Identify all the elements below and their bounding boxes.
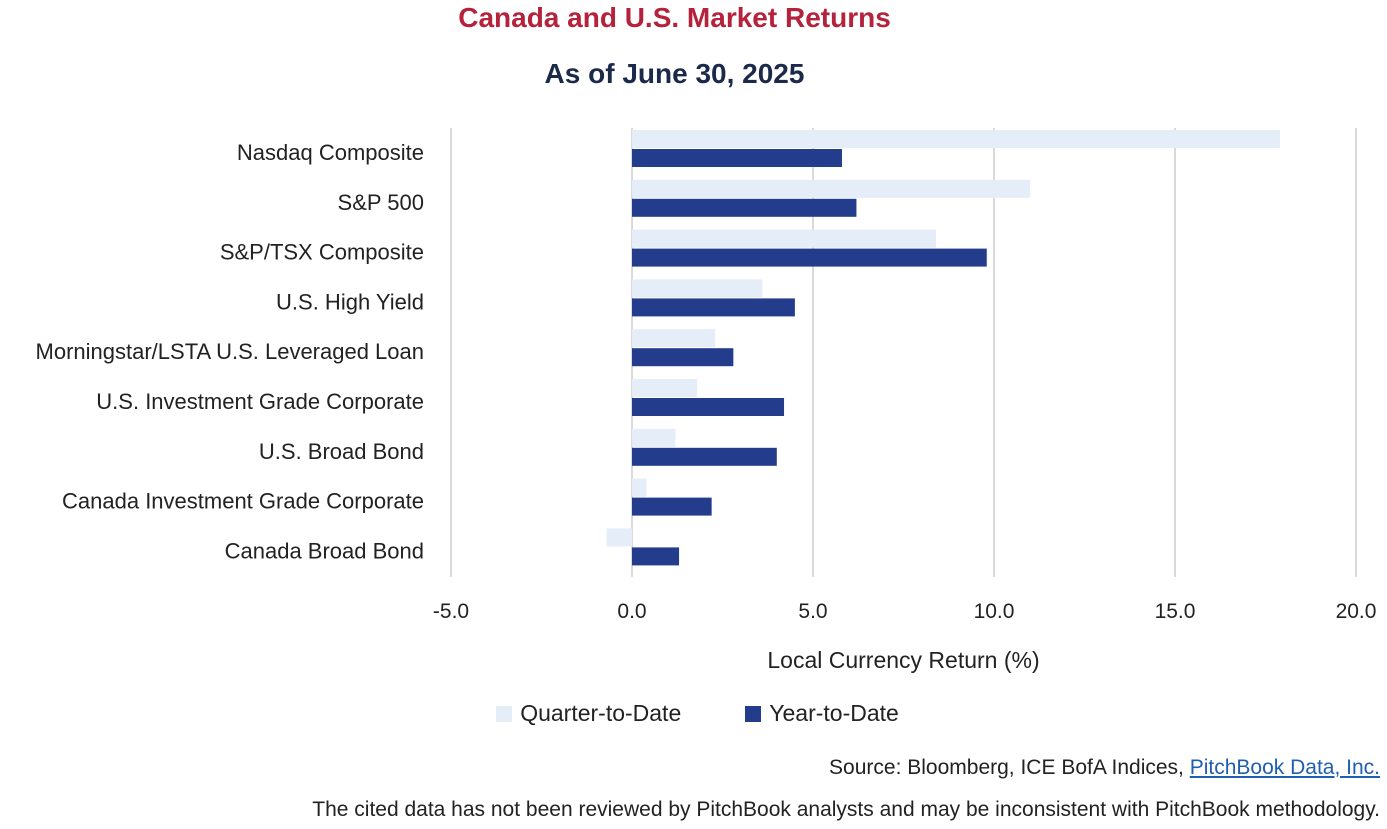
category-label-8: Canada Broad Bond: [225, 538, 424, 563]
legend: Quarter-to-Date Year-to-Date: [0, 700, 1387, 727]
bar-qtd-6: [632, 428, 676, 447]
bar-ytd-1: [632, 198, 857, 217]
bar-qtd-0: [632, 130, 1280, 148]
bar-qtd-5: [632, 379, 698, 397]
x-tick-label-5: 20.0: [1336, 600, 1377, 623]
x-tick-label-2: 5.0: [798, 600, 827, 623]
category-label-0: Nasdaq Composite: [237, 140, 424, 165]
chart-subtitle: As of June 30, 2025: [544, 58, 805, 89]
bar-chart: Nasdaq Composite S&P 500 S&P/TSX Composite…: [36, 128, 1377, 673]
category-label-1: S&P 500: [338, 190, 424, 215]
bar-qtd-2: [632, 229, 937, 248]
bar-qtd-4: [632, 329, 716, 348]
chart-title: Canada and U.S. Market Returns: [458, 2, 891, 33]
x-tick-labels: -5.0 0.0 5.0 10.0 15.0 20.0: [433, 600, 1377, 623]
bar-ytd-0: [632, 149, 842, 167]
disclaimer: The cited data has not been reviewed by …: [312, 798, 1380, 821]
source-prefix: Source: Bloomberg, ICE BofA Indices,: [829, 756, 1190, 779]
bar-qtd-1: [632, 179, 1031, 198]
bar-qtd-3: [632, 279, 763, 298]
bar-ytd-4: [632, 348, 734, 367]
legend-item-qtd: Quarter-to-Date: [496, 700, 681, 727]
category-label-7: Canada Investment Grade Corporate: [62, 489, 424, 514]
category-labels: Nasdaq Composite S&P 500 S&P/TSX Composite…: [36, 140, 424, 563]
bar-qtd-7: [632, 478, 647, 497]
category-label-2: S&P/TSX Composite: [220, 240, 424, 265]
category-label-3: U.S. High Yield: [276, 289, 424, 314]
legend-swatch-ytd: [745, 705, 762, 722]
category-label-6: U.S. Broad Bond: [259, 439, 424, 464]
legend-label-ytd: Year-to-Date: [769, 700, 899, 726]
pitchbook-link[interactable]: PitchBook Data, Inc.: [1189, 756, 1380, 779]
x-tick-label-1: 0.0: [617, 600, 646, 623]
category-label-4: Morningstar/LSTA U.S. Leveraged Loan: [36, 339, 424, 364]
category-label-5: U.S. Investment Grade Corporate: [96, 389, 424, 414]
bar-ytd-8: [632, 547, 680, 566]
source-note: Source: Bloomberg, ICE BofA Indices, Pit…: [829, 756, 1380, 780]
bar-qtd-8: [606, 528, 632, 547]
x-tick-label-0: -5.0: [433, 600, 469, 623]
x-tick-label-3: 10.0: [974, 600, 1015, 623]
bar-ytd-3: [632, 298, 795, 317]
x-axis-title: Local Currency Return (%): [767, 647, 1039, 673]
bar-ytd-5: [632, 398, 785, 416]
bar-ytd-7: [632, 497, 712, 516]
bars: [606, 130, 1280, 566]
bar-ytd-2: [632, 248, 987, 267]
legend-swatch-qtd: [496, 705, 513, 722]
gridlines: [450, 128, 1357, 577]
x-tick-label-4: 15.0: [1155, 600, 1196, 623]
legend-label-qtd: Quarter-to-Date: [520, 700, 682, 726]
legend-item-ytd: Year-to-Date: [745, 700, 899, 727]
bar-ytd-6: [632, 447, 777, 466]
